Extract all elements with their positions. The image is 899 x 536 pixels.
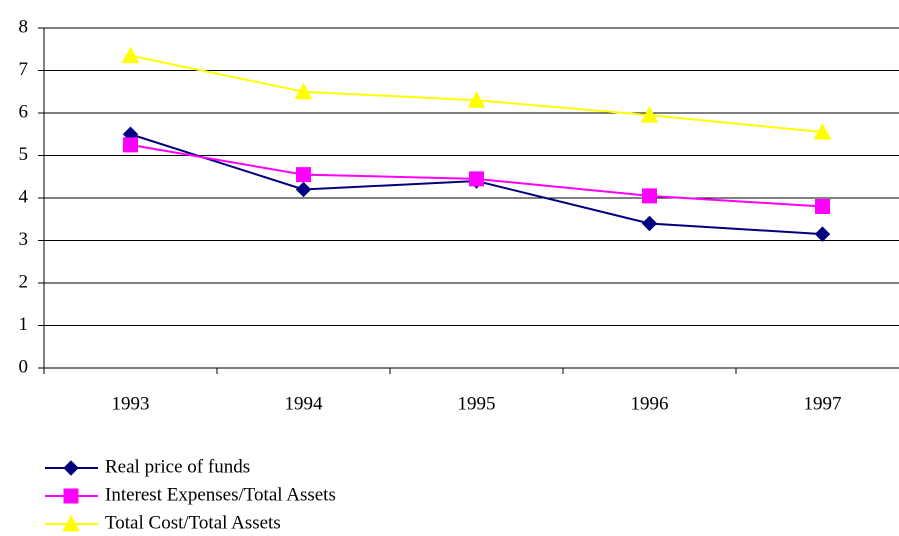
marker — [467, 91, 486, 108]
y-tick-label: 1 — [19, 314, 29, 335]
marker — [814, 226, 831, 242]
marker — [813, 123, 832, 140]
x-tick-label: 1995 — [458, 393, 496, 414]
marker — [294, 82, 313, 100]
y-tick-label: 8 — [19, 16, 29, 37]
x-tick-label: 1994 — [285, 393, 324, 414]
marker — [296, 167, 311, 183]
legend-label: Total Cost/Total Assets — [105, 512, 281, 533]
marker — [62, 514, 80, 532]
y-tick-label: 3 — [19, 229, 29, 250]
marker — [295, 181, 312, 198]
marker — [640, 106, 659, 123]
marker — [121, 46, 140, 64]
marker — [123, 137, 138, 153]
y-tick-label: 4 — [19, 186, 29, 207]
y-tick-label: 6 — [19, 101, 29, 122]
marker — [641, 215, 658, 232]
legend-label: Interest Expenses/Total Assets — [105, 484, 336, 505]
x-tick-label: 1997 — [804, 393, 842, 414]
legend-label: Real price of funds — [105, 456, 250, 477]
marker — [469, 171, 484, 187]
y-tick-label: 5 — [19, 144, 29, 165]
marker — [63, 488, 79, 504]
marker — [815, 199, 830, 214]
x-tick-label: 1993 — [112, 393, 150, 414]
y-tick-label: 0 — [19, 356, 29, 377]
marker — [63, 460, 79, 476]
y-tick-label: 7 — [19, 59, 29, 80]
y-tick-label: 2 — [19, 271, 29, 292]
x-tick-label: 1996 — [631, 393, 669, 414]
marker — [642, 188, 657, 204]
